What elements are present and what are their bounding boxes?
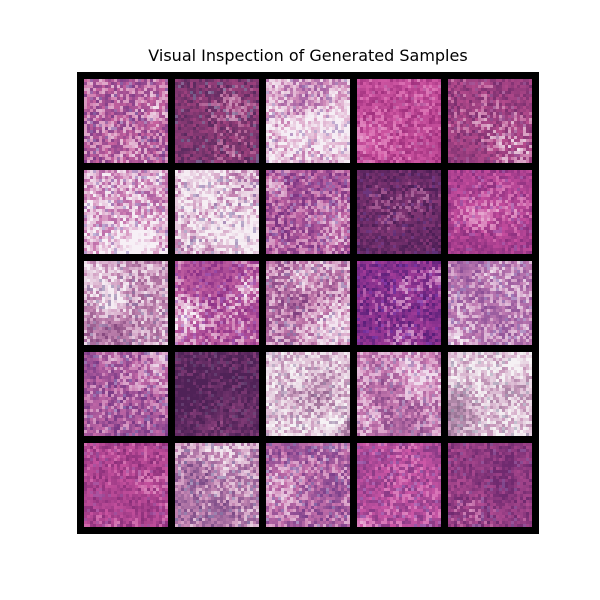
generated-sample-tile bbox=[357, 79, 441, 163]
generated-sample-tile bbox=[448, 79, 532, 163]
sample-grid bbox=[77, 72, 539, 534]
generated-sample-tile bbox=[357, 261, 441, 345]
generated-sample-tile bbox=[357, 352, 441, 436]
generated-sample-tile bbox=[175, 443, 259, 527]
generated-sample-tile bbox=[448, 443, 532, 527]
generated-sample-tile bbox=[357, 443, 441, 527]
generated-sample-tile bbox=[84, 261, 168, 345]
generated-sample-tile bbox=[266, 79, 350, 163]
generated-sample-tile bbox=[84, 170, 168, 254]
generated-sample-tile bbox=[175, 352, 259, 436]
generated-sample-tile bbox=[175, 79, 259, 163]
generated-sample-tile bbox=[448, 352, 532, 436]
generated-sample-tile bbox=[357, 170, 441, 254]
generated-sample-tile bbox=[175, 170, 259, 254]
generated-sample-tile bbox=[266, 352, 350, 436]
generated-sample-tile bbox=[84, 352, 168, 436]
figure-title: Visual Inspection of Generated Samples bbox=[148, 46, 468, 65]
generated-sample-tile bbox=[448, 261, 532, 345]
generated-sample-tile bbox=[84, 79, 168, 163]
generated-sample-tile bbox=[266, 443, 350, 527]
generated-sample-tile bbox=[266, 170, 350, 254]
generated-sample-tile bbox=[448, 170, 532, 254]
generated-sample-tile bbox=[266, 261, 350, 345]
generated-sample-tile bbox=[84, 443, 168, 527]
generated-sample-tile bbox=[175, 261, 259, 345]
